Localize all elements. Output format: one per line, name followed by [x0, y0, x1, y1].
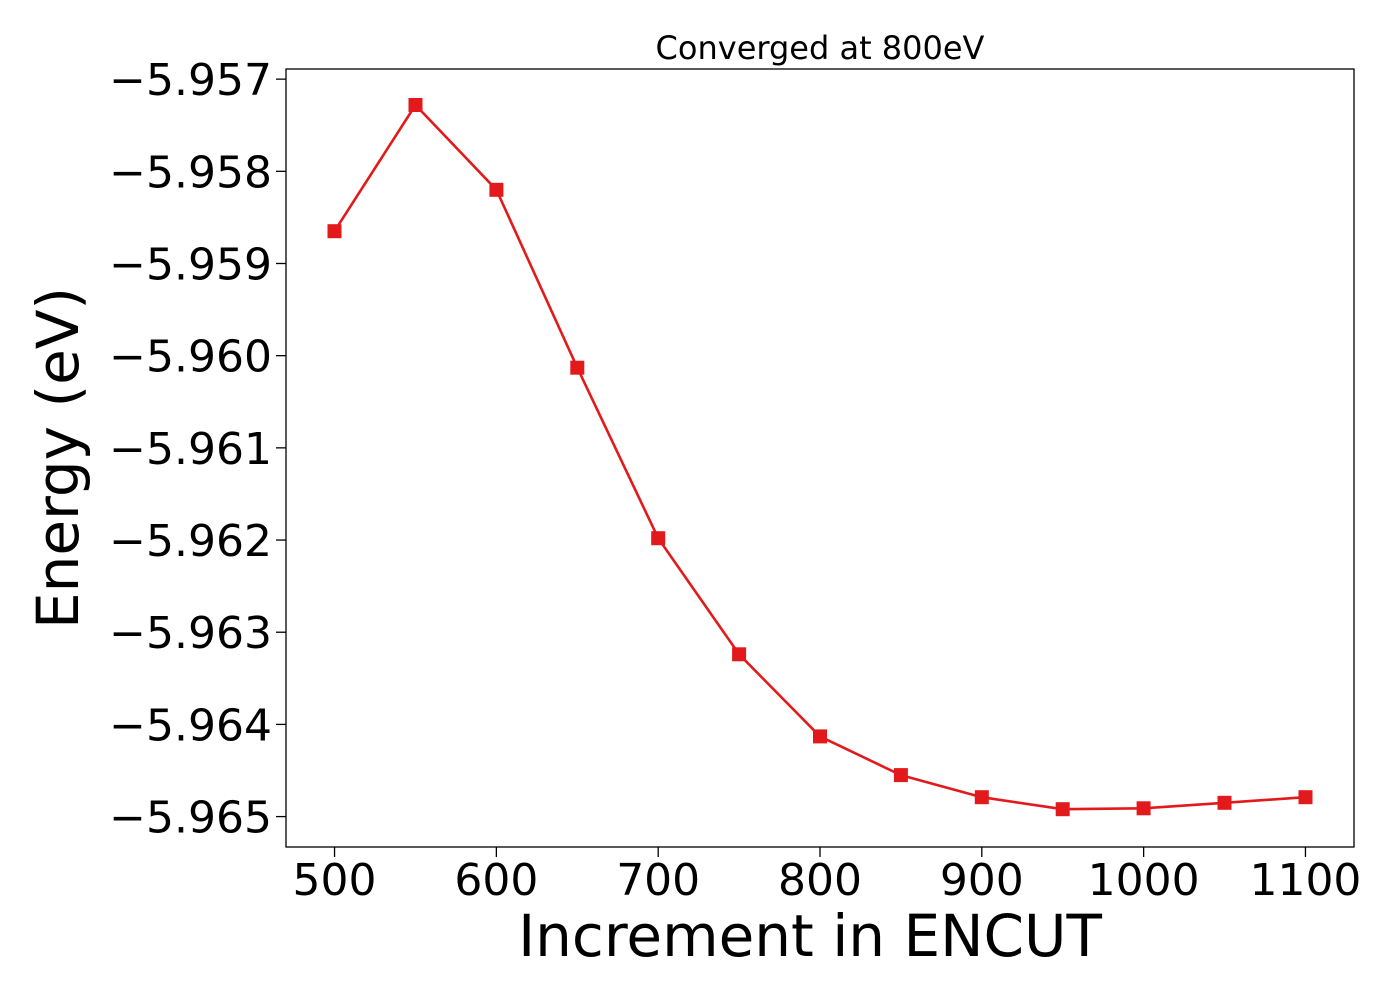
y-tick-label: −5.961: [109, 424, 272, 475]
data-point: [893, 768, 908, 783]
y-tick-label: −5.962: [109, 516, 272, 567]
x-tick-label: 1000: [1088, 855, 1200, 906]
data-point: [974, 790, 989, 805]
y-tick-label: −5.963: [109, 608, 272, 659]
y-axis-label: Energy (eV): [24, 287, 92, 629]
y-tick-label: −5.960: [109, 332, 272, 383]
data-point: [1136, 801, 1151, 816]
chart-title: Converged at 800eV: [656, 29, 985, 67]
y-tick-label: −5.958: [109, 147, 272, 198]
y-tick-label: −5.959: [109, 240, 272, 291]
x-tick-label: 500: [293, 855, 377, 906]
series-line: [333, 103, 1306, 811]
data-point: [327, 224, 342, 239]
data-point: [1298, 790, 1313, 805]
y-tick-label: −5.964: [109, 700, 272, 751]
data-point: [408, 98, 423, 112]
y-axis: −5.957 −5.958 −5.959 −5.960 −5.961 −5.962 −5.9…: [109, 55, 286, 844]
y-tick-label: −5.965: [109, 793, 272, 844]
y-tick-label: −5.957: [109, 55, 272, 106]
x-tick-label: 600: [454, 855, 538, 906]
data-point: [651, 531, 666, 546]
x-axis-label: Increment in ENCUT: [518, 902, 1102, 970]
data-point: [732, 647, 747, 662]
data-point: [489, 182, 504, 197]
x-tick-label: 700: [616, 855, 700, 906]
x-tick-label: 1100: [1249, 855, 1361, 906]
x-tick-label: 900: [940, 855, 1024, 906]
data-point: [1055, 802, 1070, 817]
x-axis: 500 600 700 800 900 1000 1100: [293, 847, 1361, 906]
data-point: [1217, 795, 1232, 810]
data-point: [570, 360, 585, 375]
data-point: [813, 729, 827, 744]
x-tick-label: 800: [778, 855, 862, 906]
